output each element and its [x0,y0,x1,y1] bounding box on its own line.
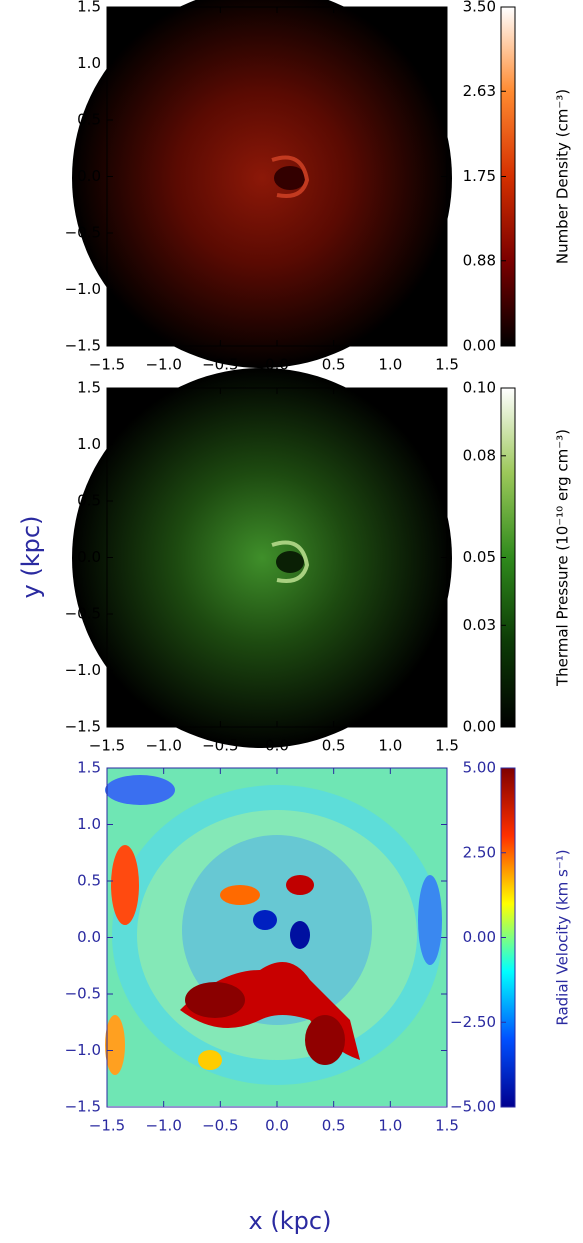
y-tick-label: 0.0 [77,548,101,566]
y-tick-label: −1.5 [65,718,101,736]
x-tick-label: 1.0 [378,1117,402,1135]
colorbar-tick-label: 1.75 [463,167,496,185]
x-tick-label: −1.5 [89,1117,125,1135]
y-tick-label: −1.0 [65,1041,101,1059]
x-tick-label: −1.5 [89,737,125,755]
y-tick-label: −1.5 [65,1098,101,1116]
colorbar-label: Thermal Pressure (10⁻¹⁰ erg cm⁻³) [554,429,572,687]
y-tick-label: 1.0 [77,815,101,833]
x-tick-label: 1.5 [435,1117,459,1135]
x-tick-label: 0.5 [322,737,346,755]
y-tick-label: 0.5 [77,872,101,890]
y-tick-label: 0.0 [77,928,101,946]
pressure-image [72,368,452,748]
y-tick-label: 0.5 [77,492,101,510]
colorbar-tick-label: 0.00 [463,337,496,355]
colorbar-tick-label: 0.00 [463,928,496,946]
y-tick-label: 1.5 [77,0,101,16]
x-tick-label: 1.5 [435,356,459,374]
y-tick-label: 1.5 [77,759,101,777]
y-tick-label: −1.0 [65,280,101,298]
colorbar-tick-label: −2.50 [450,1013,496,1031]
y-axis-label: y (kpc) [17,516,45,599]
x-tick-label: 0.5 [322,1117,346,1135]
x-tick-label: 0.5 [322,356,346,374]
y-tick-label: −0.5 [65,605,101,623]
velocity-image [105,768,447,1106]
colorbar-tick-label: 3.50 [463,0,496,16]
colorbar-tick-label: 0.10 [463,379,496,397]
y-tick-label: 1.0 [77,435,101,453]
x-tick-label: −1.0 [145,1117,181,1135]
y-tick-label: −0.5 [65,224,101,242]
x-tick-label: −1.0 [145,356,181,374]
y-tick-label: 1.5 [77,379,101,397]
colorbar-tick-label: 0.00 [463,718,496,736]
colorbar-tick-label: 5.00 [463,759,496,777]
x-tick-label: −0.5 [202,1117,238,1135]
colorbar-tick-label: −5.00 [450,1098,496,1116]
colorbar-label: Radial Velocity (km s⁻¹) [554,849,572,1025]
y-tick-label: 1.0 [77,54,101,72]
x-tick-label: −0.5 [202,356,238,374]
colorbar-label: Number Density (cm⁻³) [554,89,572,264]
x-tick-label: 1.0 [378,737,402,755]
x-tick-label: 0.0 [265,1117,289,1135]
colorbar-tick-label: 0.08 [463,446,496,464]
x-tick-label: −0.5 [202,737,238,755]
colorbar-tick-label: 2.50 [463,843,496,861]
y-tick-label: 0.5 [77,111,101,129]
x-axis-label: x (kpc) [249,1207,332,1235]
colorbar-tick-label: 0.03 [463,616,496,634]
colorbar-tick-label: 0.88 [463,251,496,269]
x-tick-label: 0.0 [265,737,289,755]
x-tick-label: −1.5 [89,356,125,374]
y-tick-label: −0.5 [65,985,101,1003]
y-tick-label: −1.0 [65,661,101,679]
y-tick-label: 0.0 [77,167,101,185]
x-tick-label: 1.5 [435,737,459,755]
density-image [72,0,452,368]
x-tick-label: 0.0 [265,356,289,374]
y-tick-label: −1.5 [65,337,101,355]
x-tick-label: 1.0 [378,356,402,374]
colorbar-tick-label: 2.63 [463,82,496,100]
colorbar-tick-label: 0.05 [463,548,496,566]
x-tick-label: −1.0 [145,737,181,755]
